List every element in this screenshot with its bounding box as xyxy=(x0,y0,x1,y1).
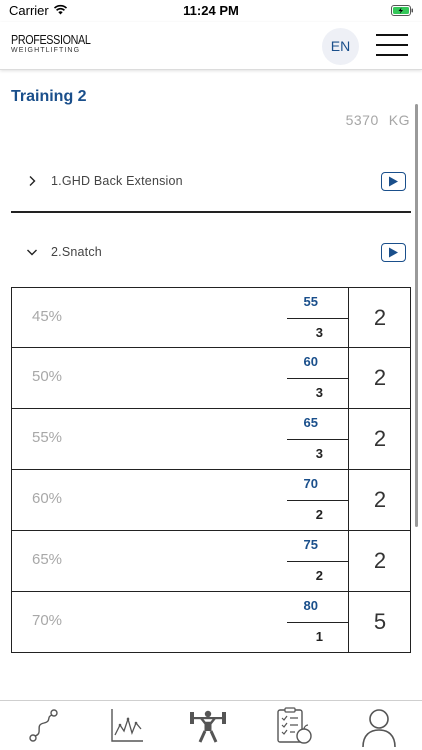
app-header: PROFESSIONAL WEIGHTLIFTING EN xyxy=(0,22,422,70)
total-weight-unit: KG xyxy=(388,112,410,128)
route-icon xyxy=(29,709,58,742)
training-title: Training 2 xyxy=(11,88,87,105)
set-weight: 65 xyxy=(303,415,318,430)
tab-profile[interactable] xyxy=(359,707,399,748)
tab-nutrition[interactable] xyxy=(273,707,313,745)
set-percent: 70% xyxy=(32,612,63,629)
set-count: 2 xyxy=(373,426,387,451)
set-percent: 45% xyxy=(32,308,63,325)
cell-separator xyxy=(287,561,349,562)
exercise-divider xyxy=(11,211,411,213)
set-row[interactable]: 50% 60 3 2 xyxy=(11,348,411,409)
set-row[interactable]: 55% 65 3 2 xyxy=(11,409,411,470)
weightlifter-icon xyxy=(190,710,226,743)
exercise-row-ghd-back-extension[interactable]: 1.GHD Back Extension xyxy=(11,162,411,202)
play-icon xyxy=(389,176,398,187)
weight-reps-cell: 55 3 xyxy=(287,288,349,347)
chevron-down-icon xyxy=(27,249,37,256)
set-count: 2 xyxy=(373,487,387,512)
set-weight: 75 xyxy=(303,537,318,552)
set-row[interactable]: 45% 55 3 2 xyxy=(11,287,411,348)
set-reps: 2 xyxy=(315,507,323,522)
weight-reps-cell: 70 2 xyxy=(287,470,349,530)
line-chart-icon xyxy=(111,709,143,742)
set-reps: 2 xyxy=(315,568,323,583)
total-weight: 5370 KG xyxy=(346,112,410,128)
scrollbar[interactable] xyxy=(415,104,418,527)
play-video-button[interactable] xyxy=(381,172,406,191)
battery-charging-icon xyxy=(391,5,413,16)
set-count: 2 xyxy=(373,548,387,573)
cell-separator xyxy=(287,378,349,379)
exercise-name: 1.GHD Back Extension xyxy=(51,174,183,188)
column-separator xyxy=(348,348,349,408)
logo-line1: PROFESSIONAL xyxy=(11,33,91,47)
user-profile-icon xyxy=(362,709,396,748)
chevron-right-icon xyxy=(29,176,36,186)
play-video-button[interactable] xyxy=(381,243,406,262)
weight-reps-cell: 60 3 xyxy=(287,348,349,408)
set-weight: 55 xyxy=(303,294,318,309)
set-row[interactable]: 65% 75 2 2 xyxy=(11,531,411,592)
set-count: 2 xyxy=(373,305,387,330)
cell-separator xyxy=(287,622,349,623)
cell-separator xyxy=(287,318,349,319)
column-separator xyxy=(348,592,349,652)
tab-workout[interactable] xyxy=(188,707,228,745)
set-weight: 60 xyxy=(303,354,318,369)
column-separator xyxy=(348,409,349,469)
language-button[interactable]: EN xyxy=(322,28,359,65)
column-separator xyxy=(348,531,349,591)
set-percent: 55% xyxy=(32,429,63,446)
app-logo[interactable]: PROFESSIONAL WEIGHTLIFTING xyxy=(11,34,103,55)
exercise-name: 2.Snatch xyxy=(51,245,102,259)
logo-line2: WEIGHTLIFTING xyxy=(11,47,81,54)
set-reps: 3 xyxy=(315,325,323,340)
set-reps: 3 xyxy=(315,446,323,461)
set-reps: 1 xyxy=(315,629,323,644)
weight-reps-cell: 80 1 xyxy=(287,592,349,652)
sets-table: 45% 55 3 2 50% 60 3 2 55% 65 3 2 60% 70 xyxy=(11,287,411,653)
column-separator xyxy=(348,288,349,347)
set-weight: 70 xyxy=(303,476,318,491)
set-percent: 60% xyxy=(32,490,63,507)
bottom-tab-bar xyxy=(0,700,422,750)
wifi-icon xyxy=(53,4,68,15)
exercise-row-snatch[interactable]: 2.Snatch xyxy=(11,233,411,273)
status-bar: Carrier 11:24 PM xyxy=(0,0,422,22)
weight-reps-cell: 65 3 xyxy=(287,409,349,469)
set-percent: 50% xyxy=(32,368,63,385)
set-row[interactable]: 70% 80 1 5 xyxy=(11,592,411,653)
cell-separator xyxy=(287,500,349,501)
set-count: 2 xyxy=(373,365,387,390)
carrier-label: Carrier xyxy=(9,3,49,18)
nutrition-checklist-icon xyxy=(277,707,312,744)
tab-route[interactable] xyxy=(24,707,64,745)
set-reps: 3 xyxy=(315,385,323,400)
total-weight-value: 5370 xyxy=(345,112,379,128)
clock: 11:24 PM xyxy=(183,3,239,18)
set-weight: 80 xyxy=(303,598,318,613)
cell-separator xyxy=(287,439,349,440)
hamburger-menu-icon[interactable] xyxy=(376,34,408,56)
tab-statistics[interactable] xyxy=(107,707,147,745)
column-separator xyxy=(348,470,349,530)
set-percent: 65% xyxy=(32,551,63,568)
set-count: 5 xyxy=(373,609,387,634)
weight-reps-cell: 75 2 xyxy=(287,531,349,591)
play-icon xyxy=(389,247,398,258)
set-row[interactable]: 60% 70 2 2 xyxy=(11,470,411,531)
